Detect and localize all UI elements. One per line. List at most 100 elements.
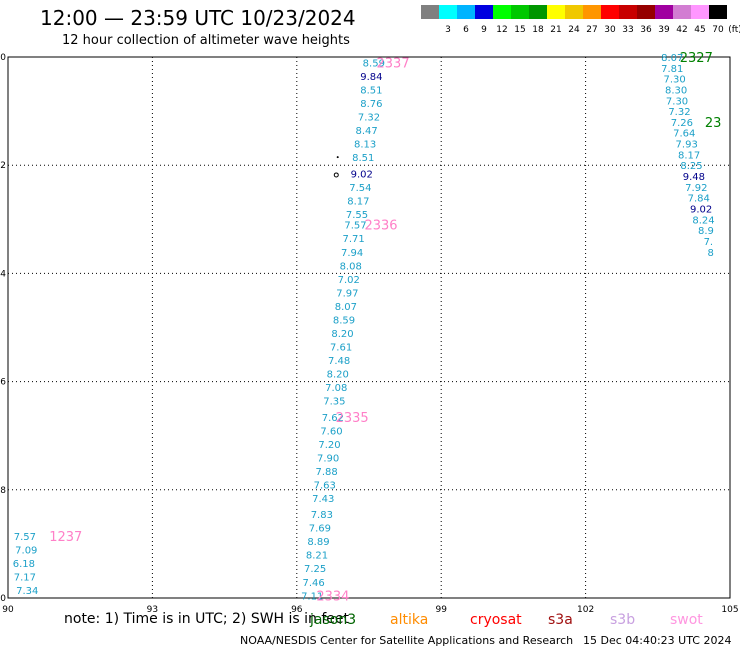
wave-height-value: 7.84	[688, 194, 710, 205]
longitude-tick-label: 102	[577, 605, 594, 615]
wave-height-value: 7.94	[341, 248, 363, 259]
wave-height-value: 8.08	[340, 261, 362, 272]
pass-id-label: 2327	[680, 51, 713, 66]
map-title: 12:00 — 23:59 UTC 10/23/2024	[40, 6, 356, 30]
color-swatch	[511, 5, 529, 19]
wave-height-value: 7.26	[671, 118, 693, 129]
wave-height-value: 7.54	[349, 183, 371, 194]
satellite-legend-item: jason3	[310, 612, 357, 628]
wave-height-value: 8.20	[327, 369, 349, 380]
wave-height-value: 7.57	[14, 532, 36, 543]
color-swatch	[475, 5, 493, 19]
wave-height-value: 8.51	[352, 153, 374, 164]
latitude-tick-label: -10	[0, 53, 6, 63]
wave-height-value: 7.97	[336, 288, 358, 299]
wave-height-value: 7.	[704, 237, 714, 248]
wave-height-value: 8.21	[306, 551, 328, 562]
wave-height-value: 7.64	[673, 129, 695, 140]
satellite-legend-item: altika	[390, 612, 429, 628]
color-scale-label: 24	[568, 25, 580, 35]
wave-height-value: 8.07	[661, 53, 683, 64]
color-scale-label: 18	[532, 25, 544, 35]
wave-height-value: 7.20	[318, 440, 340, 451]
wave-height-value: 7.32	[668, 107, 690, 118]
satellite-legend-item: swot	[670, 612, 703, 628]
wave-height-value: 7.48	[328, 356, 350, 367]
longitude-tick-label: 93	[147, 605, 158, 615]
wave-height-value: 8.17	[347, 196, 369, 207]
wave-height-value: 9.02	[690, 204, 712, 215]
longitude-tick-label: 90	[2, 605, 14, 615]
satellite-legend-item: cryosat	[470, 612, 522, 628]
color-swatch	[529, 5, 547, 19]
wave-height-value: 8.25	[680, 161, 702, 172]
map-subtitle: 12 hour collection of altimeter wave hei…	[62, 33, 350, 48]
wave-height-value: 8.17	[678, 150, 700, 161]
color-swatch	[655, 5, 673, 19]
wave-height-value: 8.59	[363, 58, 385, 69]
latitude-tick-label: -20	[0, 594, 6, 604]
pass-id-label: 2335	[336, 411, 369, 426]
color-swatch	[619, 5, 637, 19]
color-swatch	[601, 5, 619, 19]
wave-height-value: 9.84	[360, 72, 382, 83]
wave-height-value: 7.90	[317, 453, 339, 464]
wave-height-value: 7.17	[14, 572, 36, 583]
wave-height-value: 7.57	[344, 221, 366, 232]
wave-height-value: 7.32	[358, 113, 380, 124]
satellite-legend-item: s3b	[610, 612, 636, 628]
color-scale-label: 9	[481, 25, 487, 35]
satellite-legend-item: s3a	[548, 612, 573, 628]
map-frame	[7, 56, 731, 599]
wave-height-value: 7.71	[342, 234, 364, 245]
wave-height-value: 8.30	[665, 85, 687, 96]
wave-height-value: 7.93	[676, 140, 698, 151]
wave-height-value: 8.76	[360, 99, 382, 110]
wave-height-value: 9.48	[683, 172, 705, 183]
wave-height-value: 7.34	[16, 586, 38, 597]
color-swatch	[709, 5, 727, 19]
color-swatch	[439, 5, 457, 19]
wave-height-value: 7.69	[309, 524, 331, 535]
wave-height-value: 7.60	[320, 426, 342, 437]
wave-height-value: 7.55	[346, 210, 368, 221]
latitude-tick-label: -12	[0, 161, 6, 171]
pass-id-label: 23	[705, 116, 722, 131]
pass-id-label: 1237	[49, 530, 82, 545]
wave-height-value: 8.9	[698, 226, 714, 237]
color-swatch	[673, 5, 691, 19]
wave-height-value: 7.08	[325, 383, 347, 394]
wave-height-value: 6.18	[13, 559, 35, 570]
color-scale-label: 30	[604, 25, 616, 35]
wave-height-value: 7.92	[685, 183, 707, 194]
color-swatch	[565, 5, 583, 19]
color-swatch	[457, 5, 475, 19]
color-scale-label: 27	[586, 25, 598, 35]
wave-height-value: 7.30	[666, 96, 688, 107]
wave-height-value: 7.35	[323, 397, 345, 408]
wave-height-value: 7.09	[15, 545, 37, 556]
color-scale-label: 33	[622, 25, 634, 35]
wave-height-value: 7.11	[301, 591, 323, 602]
color-scale-label: 3	[445, 25, 451, 35]
color-swatch	[547, 5, 565, 19]
latitude-tick-label: -16	[0, 378, 6, 388]
island-marker	[336, 156, 339, 159]
wave-height-value: 8.47	[355, 126, 377, 137]
color-scale-label: 39	[658, 25, 670, 35]
color-scale-label: 15	[514, 25, 526, 35]
longitude-tick-label: 96	[291, 605, 303, 615]
pass-id-label: 2336	[364, 219, 397, 234]
wave-height-value: 7.81	[661, 64, 683, 75]
wave-height-value: 8.20	[331, 329, 353, 340]
wave-height-value: 7.25	[304, 564, 326, 575]
wave-height-value: 7.88	[316, 467, 338, 478]
latitude-tick-label: -14	[0, 269, 6, 279]
wave-height-value: 7.43	[312, 494, 334, 505]
wave-height-value: 8.07	[335, 302, 357, 313]
color-swatch	[583, 5, 601, 19]
color-swatch	[421, 5, 439, 19]
longitude-tick-label: 99	[435, 605, 447, 615]
